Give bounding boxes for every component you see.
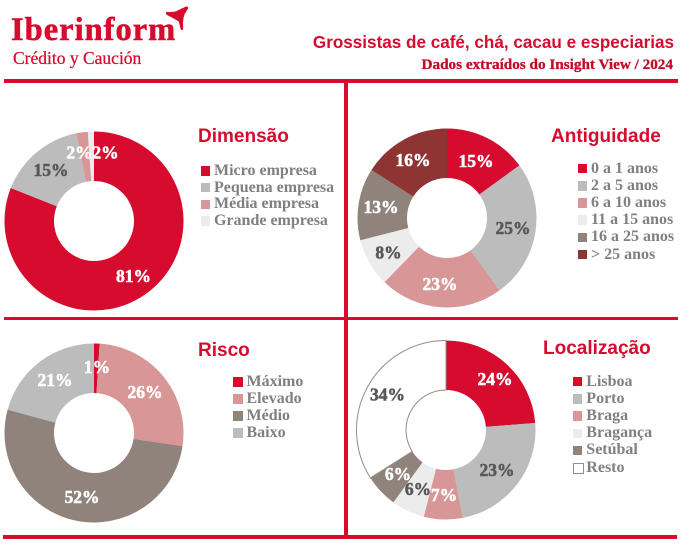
svg-text:21%: 21% bbox=[38, 370, 73, 390]
svg-text:6%: 6% bbox=[385, 464, 411, 484]
svg-text:34%: 34% bbox=[370, 385, 405, 405]
svg-text:8%: 8% bbox=[375, 243, 401, 263]
svg-text:15%: 15% bbox=[459, 151, 494, 171]
svg-text:7%: 7% bbox=[431, 485, 457, 505]
svg-text:23%: 23% bbox=[480, 460, 515, 480]
svg-text:2%: 2% bbox=[92, 143, 118, 163]
svg-text:6%: 6% bbox=[405, 479, 431, 499]
svg-text:24%: 24% bbox=[478, 369, 513, 389]
svg-text:16%: 16% bbox=[396, 150, 431, 170]
svg-text:13%: 13% bbox=[364, 197, 399, 217]
svg-text:2%: 2% bbox=[66, 143, 92, 163]
svg-text:52%: 52% bbox=[65, 487, 100, 507]
svg-text:26%: 26% bbox=[128, 382, 163, 402]
svg-text:25%: 25% bbox=[496, 218, 531, 238]
svg-text:1%: 1% bbox=[84, 357, 110, 377]
svg-text:15%: 15% bbox=[34, 160, 69, 180]
svg-text:23%: 23% bbox=[423, 274, 458, 294]
svg-text:81%: 81% bbox=[116, 266, 151, 286]
